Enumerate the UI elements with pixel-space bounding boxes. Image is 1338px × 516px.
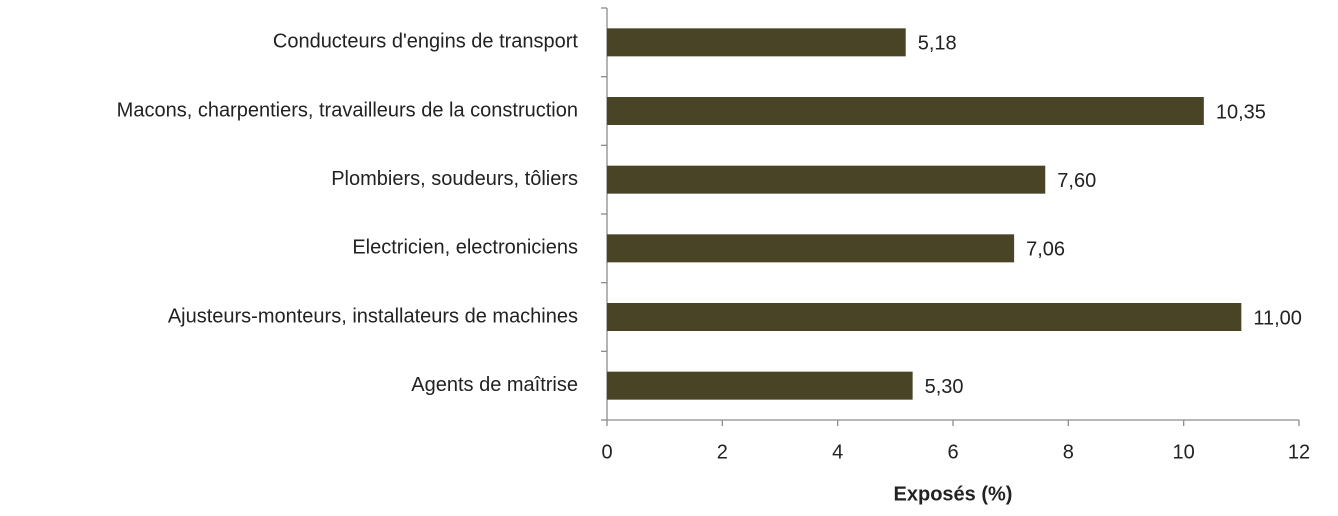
bar xyxy=(607,371,913,400)
y-tick-label: Agents de maîtrise xyxy=(411,374,578,396)
data-label: 11,00 xyxy=(1253,307,1302,329)
y-tick-label: Plombiers, soudeurs, tôliers xyxy=(331,168,578,190)
bar xyxy=(607,234,1015,263)
x-tick-label: 10 xyxy=(1173,441,1195,463)
x-axis-title: Exposés (%) xyxy=(894,483,1013,505)
bar xyxy=(607,303,1242,331)
bar xyxy=(607,97,1204,125)
bar xyxy=(607,28,906,57)
data-label: 7,06 xyxy=(1026,239,1065,261)
y-tick-label: Electricien, electroniciens xyxy=(352,237,578,259)
y-tick-label: Macons, charpentiers, travailleurs de la… xyxy=(117,99,578,121)
data-label: 10,35 xyxy=(1216,101,1266,123)
x-tick-label: 8 xyxy=(1063,441,1074,463)
x-tick-label: 6 xyxy=(947,441,958,463)
x-tick-label: 12 xyxy=(1288,441,1310,463)
x-tick-label: 2 xyxy=(717,441,728,463)
x-tick-label: 4 xyxy=(832,441,843,463)
y-tick-label: Conducteurs d'engins de transport xyxy=(273,31,579,53)
bar xyxy=(607,165,1046,194)
x-tick-label: 0 xyxy=(601,441,612,463)
data-label: 5,18 xyxy=(918,33,957,55)
data-label: 5,30 xyxy=(925,376,964,398)
data-label: 7,60 xyxy=(1057,170,1096,192)
y-tick-label: Ajusteurs-monteurs, installateurs de mac… xyxy=(168,305,578,327)
